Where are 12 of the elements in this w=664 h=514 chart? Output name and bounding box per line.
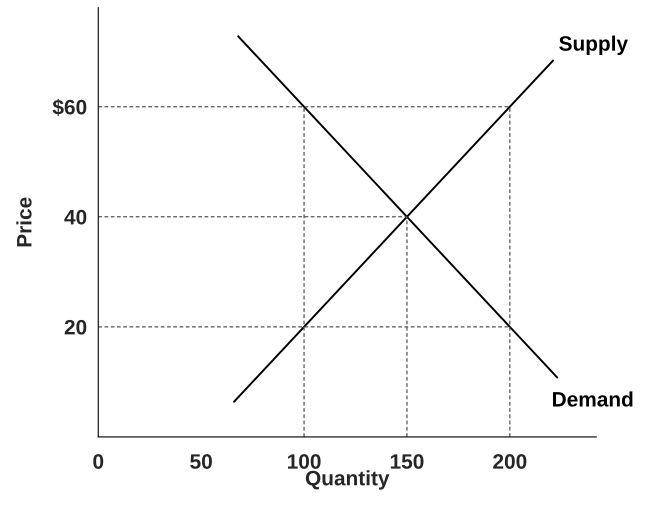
y-tick-label: $60 xyxy=(52,98,86,116)
y-axis-title: Price xyxy=(16,198,32,246)
y-tick-label: 20 xyxy=(64,320,86,335)
x-tick-label: 150 xyxy=(390,454,424,469)
y-tick-label: 40 xyxy=(64,210,86,225)
x-tick-label: 0 xyxy=(93,454,104,469)
x-tick-label: 50 xyxy=(190,454,212,469)
x-axis-title: Quantity xyxy=(306,470,390,490)
x-tick-label: 100 xyxy=(288,454,321,469)
x-tick-label: 200 xyxy=(493,454,526,469)
series-label: Supply xyxy=(559,36,628,55)
series-label: Demand xyxy=(553,391,632,407)
